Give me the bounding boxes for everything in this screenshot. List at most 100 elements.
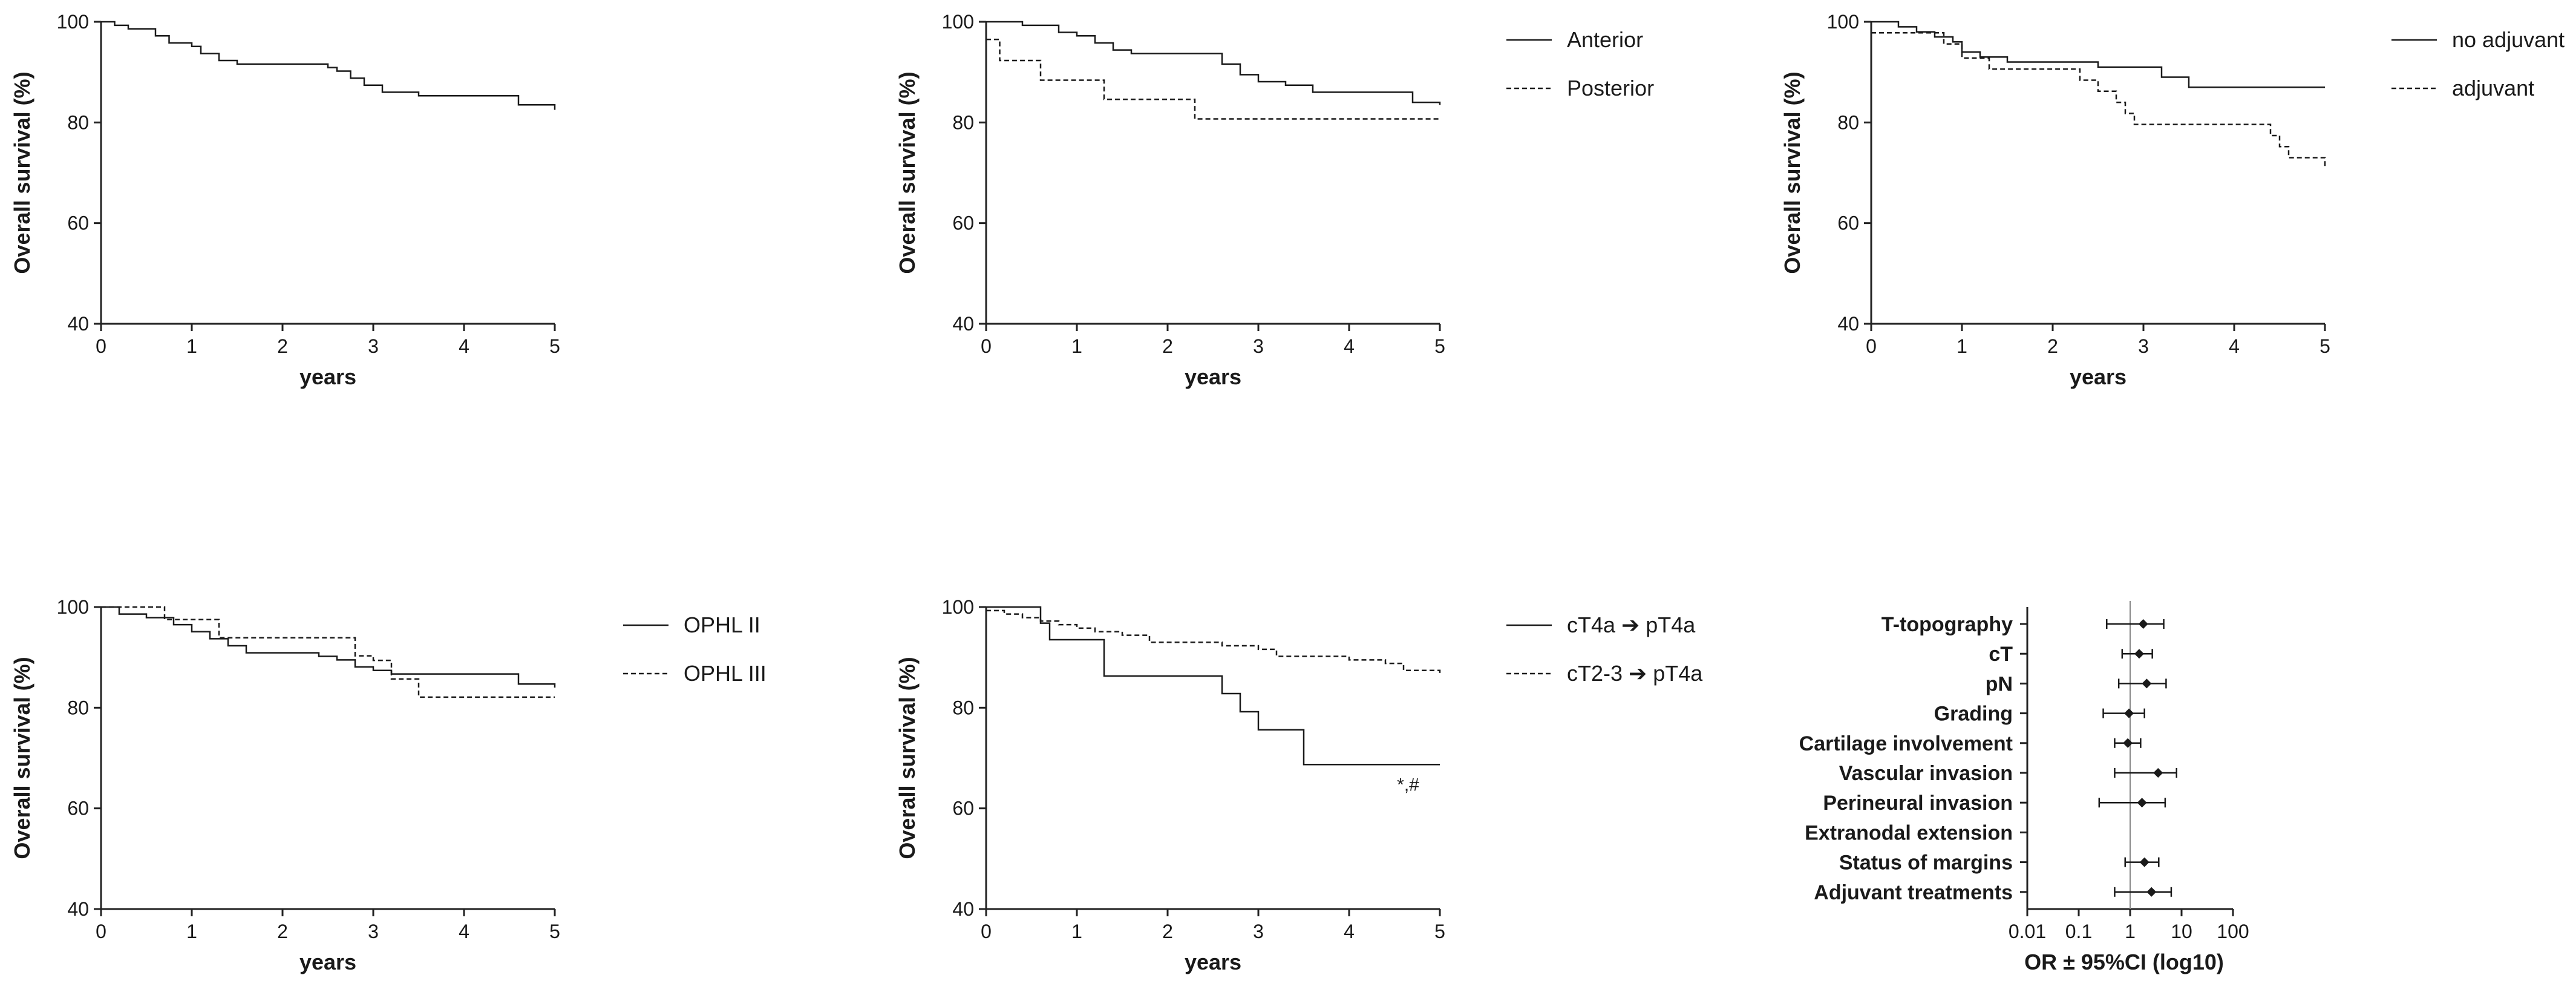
x-tick-label: 1 [1071,921,1082,942]
x-tick-label: 4 [1344,921,1355,942]
y-tick-label: 80 [67,111,89,133]
x-tick-label: 4 [459,335,469,357]
forest-x-tick-label: 10 [2171,921,2192,942]
km-panel-4: 40 60 80 100 0 1 2 3 4 5 years Overall survival (%)… [10,596,767,974]
y-tick-label: 40 [67,898,89,920]
forest-row-label: Adjuvant treatments [1814,881,2013,904]
odds-ratio-marker [2139,857,2149,867]
survival-curve-1 [101,21,556,110]
odds-ratio-marker [2123,738,2133,748]
y-axis-title: Overall survival (%) [10,657,34,859]
forest-row-label: T-topography [1881,613,2013,636]
y-axis-title: Overall survival (%) [1780,71,1805,274]
y-tick-label: 40 [1837,313,1859,335]
x-axis-title: years [1185,364,1241,389]
y-tick-label: 60 [67,212,89,234]
forest-row-label: Status of margins [1839,852,2013,875]
x-tick-label: 0 [96,921,106,942]
survival-curve-2 [1871,32,2326,169]
forest-row-label: Perineural invasion [1823,792,2013,815]
forest-row-label: cT [1989,643,2013,666]
survival-curve-1 [1871,21,2325,88]
forest-x-axis-title: OR ± 95%CI (log10) [2024,950,2224,974]
y-tick-label: 40 [67,313,89,335]
x-tick-label: 2 [277,921,288,942]
x-tick-label: 4 [2229,335,2240,357]
odds-ratio-marker [2153,768,2163,778]
x-tick-label: 0 [981,335,992,357]
legend-label-2: Posterior [1567,76,1654,100]
x-tick-label: 5 [549,335,560,357]
y-tick-label: 100 [57,11,89,33]
forest-row-label: pN [1986,672,2013,695]
x-tick-label: 3 [368,335,379,357]
x-tick-label: 5 [1434,335,1445,357]
x-tick-label: 3 [1253,335,1264,357]
odds-ratio-marker [2138,619,2148,629]
forest-x-tick-label: 100 [2217,921,2249,942]
survival-curve-1 [101,606,556,688]
survival-curve-1 [986,606,1440,766]
legend-label-2: cT2-3 ➔ pT4a [1567,661,1703,686]
x-tick-label: 1 [1957,335,1967,357]
y-tick-label: 60 [1837,212,1859,234]
y-axis-title: Overall survival (%) [895,657,920,859]
forest-x-tick-label: 0.1 [2065,921,2092,942]
x-tick-label: 5 [1434,921,1445,942]
y-tick-label: 100 [942,11,974,33]
x-axis-title: years [2070,364,2127,389]
y-tick-label: 80 [1837,111,1859,133]
legend-label-1: Anterior [1567,27,1643,52]
y-axis-title: Overall survival (%) [895,71,920,274]
y-tick-label: 80 [952,697,974,718]
y-tick-label: 60 [952,212,974,234]
x-tick-label: 2 [1162,335,1173,357]
y-tick-label: 100 [1827,11,1859,33]
x-axis-title: years [299,950,356,974]
survival-curve-2 [986,609,1441,674]
forest-row-label: Grading [1934,703,2013,726]
forest-x-tick-label: 1 [2125,921,2136,942]
odds-ratio-marker [2146,887,2157,897]
km-panel-1: 40 60 80 100 0 1 2 3 4 5 years Overall survival (%) [10,11,560,389]
km-panel-3: 40 60 80 100 0 1 2 3 4 5 years Overall survival (%)… [1780,11,2565,389]
survival-curve-2 [986,38,1440,120]
y-tick-label: 80 [952,111,974,133]
x-axis-title: years [1185,950,1241,974]
x-tick-label: 3 [368,921,379,942]
legend-label-2: adjuvant [2452,76,2534,100]
y-tick-label: 60 [67,798,89,819]
forest-plot: 0.01 0.1 1 10 100 OR ± 95%CI (log10) T-topogra… [1799,601,2249,974]
y-tick-label: 40 [952,898,974,920]
odds-ratio-marker [2137,798,2147,808]
x-axis-title: years [299,364,356,389]
legend-label-1: cT4a ➔ pT4a [1567,612,1696,637]
forest-row-label: Vascular invasion [1839,762,2013,785]
forest-row-label: Extranodal extension [1805,821,2013,844]
x-tick-label: 0 [96,335,106,357]
x-tick-label: 2 [1162,921,1173,942]
x-tick-label: 2 [2047,335,2058,357]
odds-ratio-marker [2142,678,2152,689]
forest-x-tick-label: 0.01 [2009,921,2046,942]
x-tick-label: 0 [1866,335,1877,357]
x-tick-label: 2 [277,335,288,357]
odds-ratio-marker [2134,649,2144,659]
x-tick-label: 4 [1344,335,1355,357]
x-tick-label: 1 [186,921,197,942]
legend-label-1: OPHL II [684,612,760,637]
x-tick-label: 4 [459,921,469,942]
x-tick-label: 5 [2319,335,2330,357]
y-tick-label: 100 [942,596,974,618]
y-tick-label: 40 [952,313,974,335]
survival-curve-2 [101,606,555,698]
y-tick-label: 60 [952,798,974,819]
survival-curve-1 [986,21,1441,105]
km-panel-2: 40 60 80 100 0 1 2 3 4 5 years Overall survival (%)… [895,11,1654,389]
legend-label-2: OPHL III [684,661,767,686]
x-tick-label: 3 [1253,921,1264,942]
significance-annotation: *,# [1397,775,1419,795]
y-tick-label: 100 [57,596,89,618]
x-tick-label: 0 [981,921,992,942]
